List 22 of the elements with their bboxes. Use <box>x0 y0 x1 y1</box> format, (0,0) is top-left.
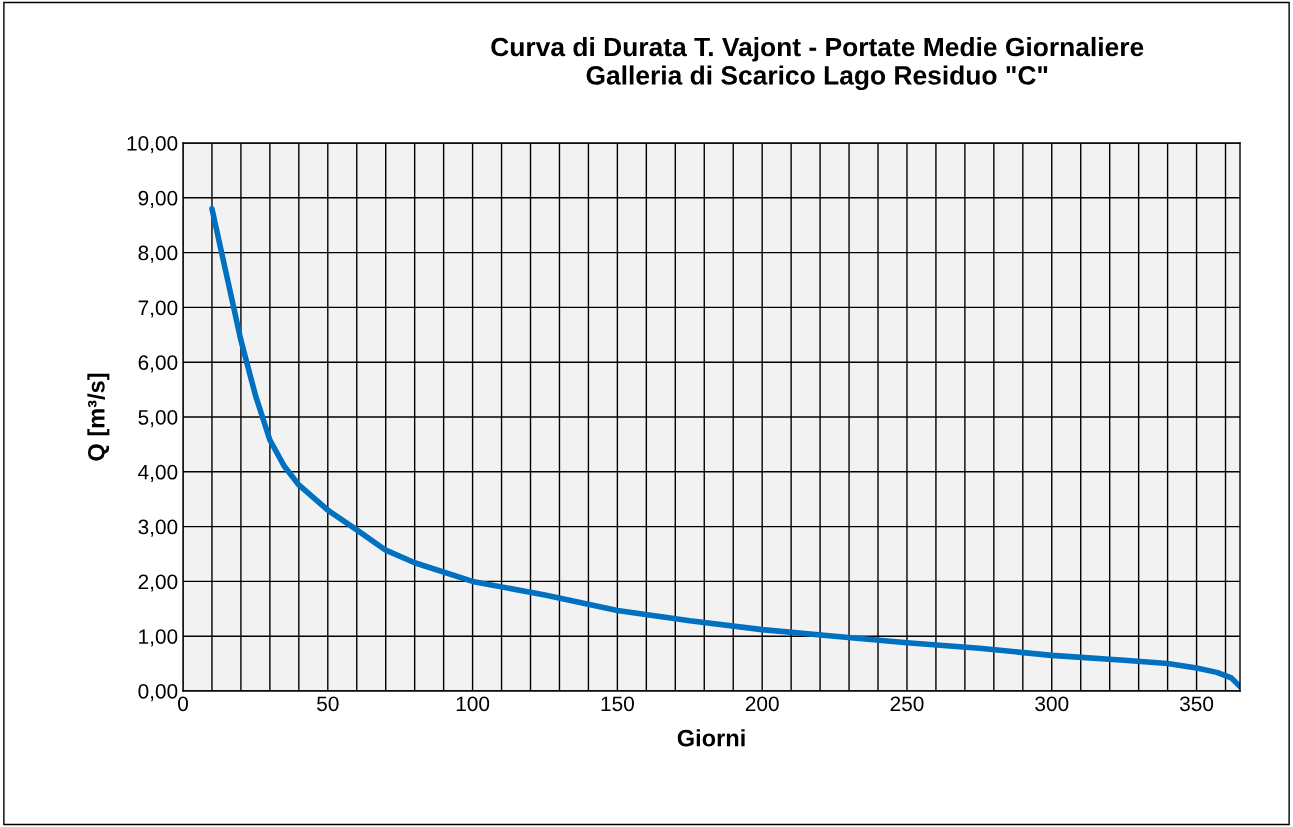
y-tick-label: 0,00 <box>138 684 178 702</box>
y-tick-label: 5,00 <box>138 410 178 428</box>
x-tick-label: 0 <box>178 696 188 712</box>
x-tick-label: 150 <box>601 696 634 712</box>
chart-title: Curva di Durata T. Vajont - Portate Medie Giornaliere Galleria di Scarico Lago Residuo "C" <box>491 36 1144 91</box>
y-tick-label: 3,00 <box>138 519 178 537</box>
y-tick-label: 4,00 <box>138 464 178 483</box>
y-tick-label: 7,00 <box>138 300 178 318</box>
x-tick-label: 50 <box>317 696 339 712</box>
x-axis-title: Giorni <box>677 729 745 747</box>
x-tick-label: 100 <box>456 696 490 712</box>
x-tick-label: 350 <box>1179 696 1214 712</box>
y-tick-label: 10,00 <box>127 136 178 154</box>
x-tick-label: 250 <box>890 696 924 712</box>
y-axis-title: Q [m³/s] <box>87 373 110 461</box>
x-tick-label: 200 <box>745 696 779 712</box>
y-tick-label: 6,00 <box>138 355 178 373</box>
y-tick-label: 8,00 <box>138 245 178 263</box>
y-tick-label: 2,00 <box>138 574 178 592</box>
y-tick-label: 9,00 <box>138 190 178 209</box>
x-tick-label: 300 <box>1035 696 1069 712</box>
y-tick-label: 1,00 <box>139 629 178 647</box>
